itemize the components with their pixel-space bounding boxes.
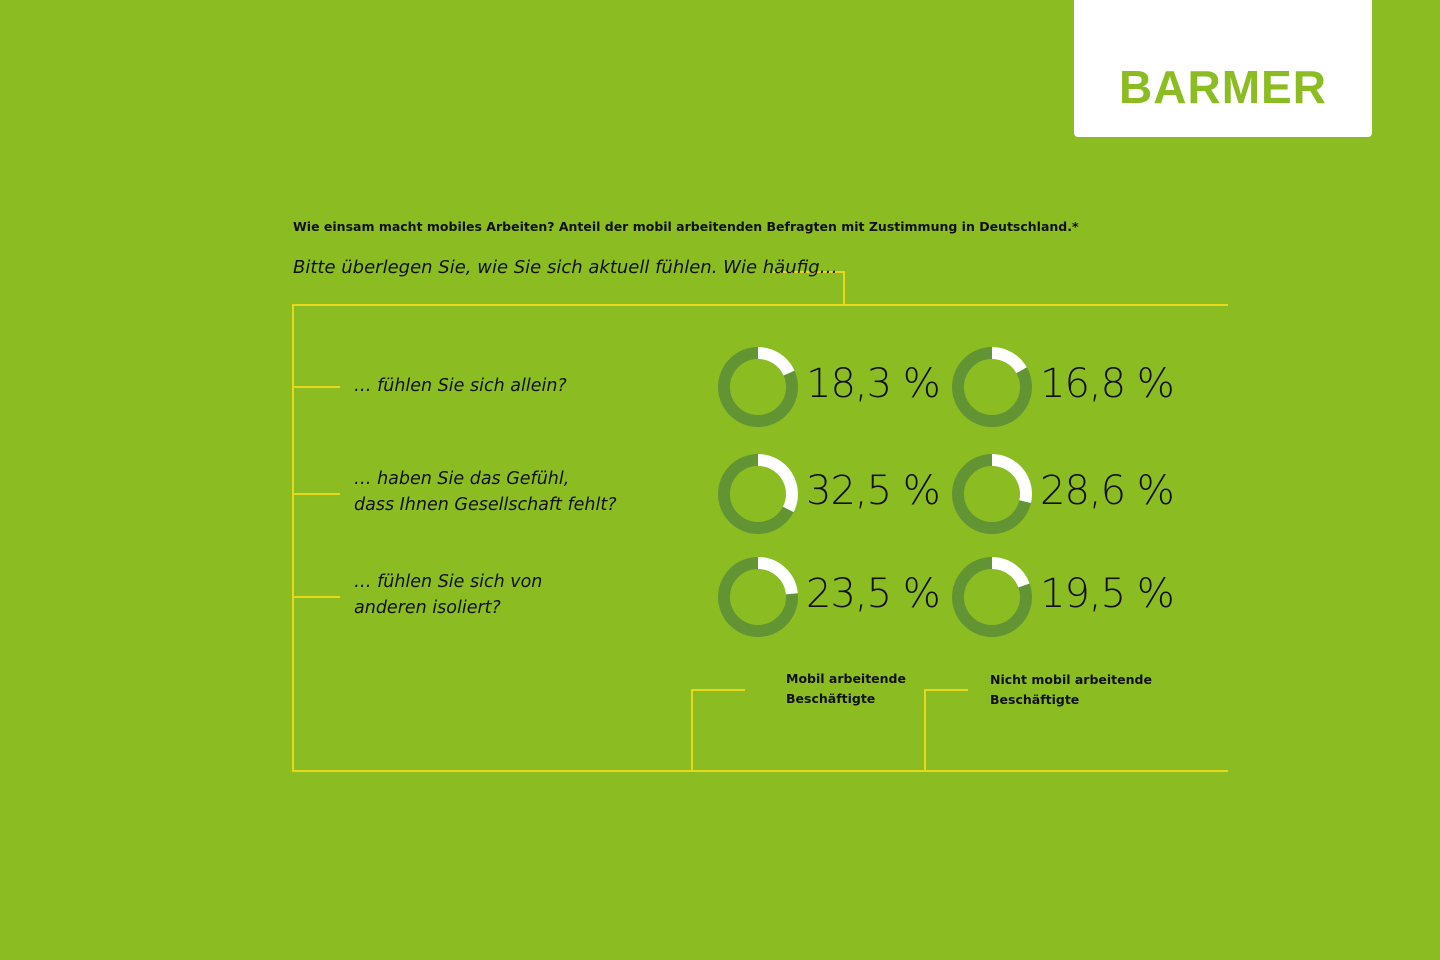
category-label: … haben Sie das Gefühl, dass Ihnen Gesel… bbox=[354, 469, 617, 515]
value-label: 16,8 % bbox=[1040, 361, 1175, 407]
donut-segment bbox=[757, 557, 798, 595]
value-label: 28,6 % bbox=[1040, 468, 1175, 514]
chart-subtitle: Bitte überlegen Sie, wie Sie sich aktuel… bbox=[293, 257, 838, 278]
chart-title: Wie einsam macht mobiles Arbeiten? Antei… bbox=[293, 219, 1079, 234]
value-label: 18,3 % bbox=[806, 361, 941, 407]
donut-segment bbox=[991, 347, 1027, 374]
logo: BARMER bbox=[1119, 61, 1327, 113]
legend-label: Mobil arbeitende Beschäftigte bbox=[786, 671, 906, 706]
value-label: 19,5 % bbox=[1040, 571, 1175, 617]
donut-segment bbox=[757, 347, 795, 376]
donut-segment bbox=[757, 454, 798, 513]
legend-label: Nicht mobil arbeitende Beschäftigte bbox=[990, 672, 1152, 707]
category-label: … fühlen Sie sich von anderen isoliert? bbox=[354, 572, 543, 618]
category-label: … fühlen Sie sich allein? bbox=[354, 376, 567, 396]
donut-segment bbox=[991, 454, 1032, 503]
value-label: 23,5 % bbox=[806, 571, 941, 617]
value-label: 32,5 % bbox=[806, 468, 941, 514]
logo-box: BARMER bbox=[1074, 0, 1372, 137]
donut-segment bbox=[991, 557, 1030, 588]
